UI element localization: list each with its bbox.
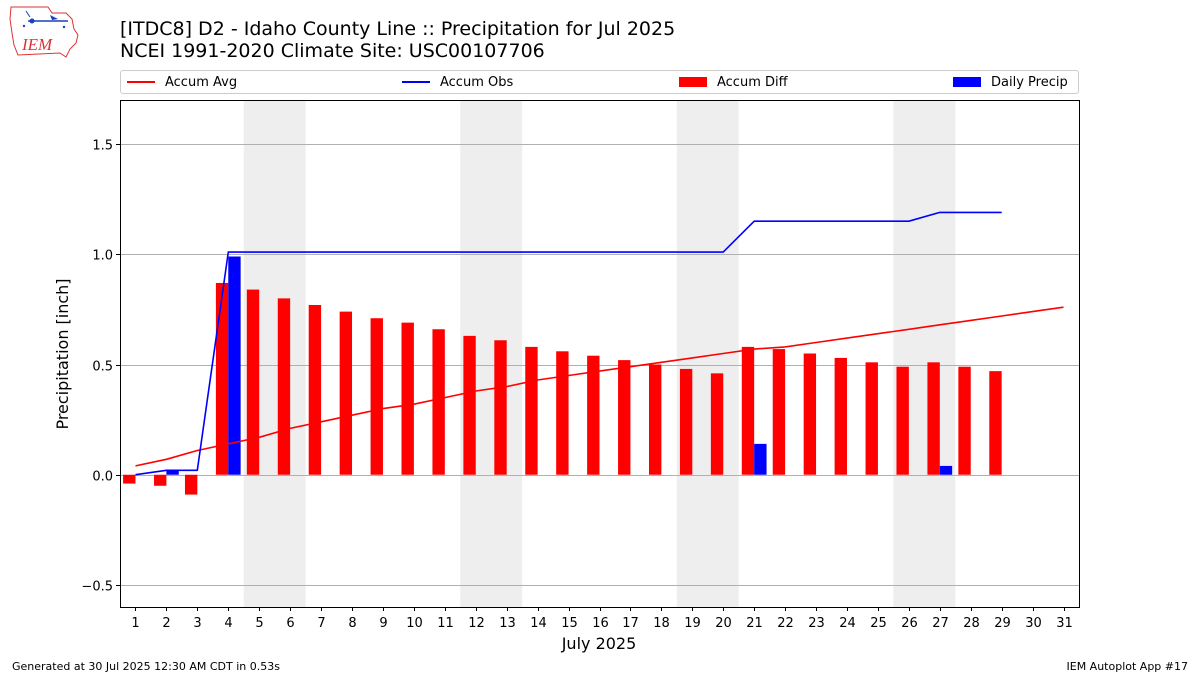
x-tick-label-4: 4 [224, 616, 232, 631]
x-tick-label-9: 9 [379, 616, 387, 631]
accum-diff-bar-23 [803, 353, 817, 475]
accum-diff-bar-26 [896, 366, 909, 475]
accum-diff-bar-27 [927, 362, 940, 475]
daily-precip-bar-27 [939, 465, 953, 475]
accum-diff-bar-14 [525, 346, 538, 475]
accum-diff-bar-2 [154, 474, 167, 486]
x-axis-label: July 2025 [561, 634, 637, 653]
accum-diff-bar-1 [123, 474, 136, 484]
y-axis-label: Precipitation [inch] [53, 278, 72, 429]
y-tick-label-2: 0.5 [92, 360, 113, 375]
accum-diff-bar-19 [679, 368, 693, 475]
legend-label-accum-avg: Accum Avg [165, 74, 238, 90]
x-tick-label-19: 19 [684, 616, 701, 631]
x-tick-label-8: 8 [348, 616, 356, 631]
x-tick-label-22: 22 [777, 616, 794, 631]
chart-subtitle: NCEI 1991-2020 Climate Site: USC00107706 [120, 40, 545, 62]
y-tick-label-4: 1.5 [92, 139, 113, 154]
x-tick-label-7: 7 [317, 616, 325, 631]
bars [123, 256, 1002, 495]
accum-diff-bar-11 [432, 329, 445, 475]
y-axis-ticks: −0.5 0.0 0.5 1.0 1.5 [81, 139, 120, 595]
accum-diff-bar-4 [215, 282, 229, 475]
x-tick-label-21: 21 [746, 616, 763, 631]
accum-diff-bar-29 [989, 371, 1002, 475]
x-tick-label-24: 24 [839, 616, 856, 631]
legend-swatch-accum-diff [679, 77, 707, 87]
accum-diff-bar-8 [339, 311, 353, 475]
daily-precip-bar-2 [166, 470, 179, 475]
x-tick-label-5: 5 [255, 616, 263, 631]
legend-label-daily-precip: Daily Precip [991, 74, 1068, 90]
x-tick-label-11: 11 [437, 616, 454, 631]
accum-diff-bar-24 [834, 357, 847, 475]
x-tick-label-6: 6 [286, 616, 294, 631]
x-tick-label-20: 20 [715, 616, 732, 631]
accum-diff-bar-3 [184, 474, 198, 495]
accum-diff-bar-6 [277, 298, 291, 475]
legend-item-accum-obs: Accum Obs [402, 71, 513, 93]
x-axis-ticks: 1 2 3 4 5 6 7 8 9 10 11 12 13 14 15 16 17 18 19 20 21 22 23 24 2… [131, 607, 1073, 631]
legend-swatch-accum-avg [127, 81, 155, 83]
x-tick-label-28: 28 [963, 616, 980, 631]
weekend-band-3 [676, 100, 739, 607]
accum-diff-bar-9 [370, 318, 383, 475]
x-tick-label-26: 26 [901, 616, 918, 631]
x-tick-label-30: 30 [1025, 616, 1042, 631]
legend-label-accum-diff: Accum Diff [717, 74, 788, 90]
x-tick-label-1: 1 [131, 616, 139, 631]
legend-item-daily-precip: Daily Precip [953, 71, 1068, 93]
accum-diff-bar-25 [865, 362, 878, 475]
x-tick-label-31: 31 [1056, 616, 1073, 631]
accum-diff-bar-7 [308, 305, 322, 475]
x-tick-label-16: 16 [592, 616, 609, 631]
accum-diff-bar-21 [741, 346, 755, 475]
accum-diff-bar-15 [556, 351, 569, 475]
weekend-band-4 [893, 100, 956, 607]
iem-logo: IEM [9, 6, 79, 58]
accum-diff-bar-10 [401, 322, 414, 475]
accum-diff-bar-18 [648, 364, 662, 475]
x-tick-label-17: 17 [622, 616, 639, 631]
accum-obs-line [135, 211, 1002, 476]
x-tick-label-29: 29 [994, 616, 1011, 631]
legend-swatch-daily-precip [953, 77, 981, 87]
accum-diff-bar-13 [494, 340, 507, 475]
x-tick-label-2: 2 [162, 616, 170, 631]
accum-diff-bar-22 [772, 349, 786, 475]
footer-app: IEM Autoplot App #17 [1066, 660, 1189, 673]
x-tick-label-25: 25 [870, 616, 887, 631]
daily-precip-bar-4 [228, 256, 241, 475]
x-tick-label-3: 3 [193, 616, 201, 631]
accum-diff-bar-5 [246, 289, 260, 475]
x-tick-label-27: 27 [932, 616, 949, 631]
legend-swatch-accum-obs [402, 81, 430, 83]
accum-diff-bar-20 [710, 373, 724, 475]
accum-avg-line [135, 306, 1064, 467]
x-tick-label-15: 15 [561, 616, 578, 631]
y-tick-label-0: −0.5 [81, 580, 113, 595]
x-tick-label-13: 13 [499, 616, 516, 631]
accum-diff-bar-17 [618, 360, 631, 475]
footer-generated: Generated at 30 Jul 2025 12:30 AM CDT in… [12, 660, 280, 673]
accum-diff-bar-16 [587, 355, 600, 475]
legend-label-accum-obs: Accum Obs [440, 74, 514, 90]
y-tick-label-3: 1.0 [92, 249, 113, 264]
daily-precip-bar-21 [754, 443, 767, 475]
y-tick-label-1: 0.0 [92, 470, 113, 485]
accum-diff-bar-12 [463, 335, 476, 475]
accum-diff-bar-28 [958, 366, 971, 475]
x-tick-label-10: 10 [406, 616, 423, 631]
chart-title: [ITDC8] D2 - Idaho County Line :: Precip… [120, 18, 676, 40]
lines [135, 211, 1064, 476]
x-tick-label-23: 23 [808, 616, 825, 631]
x-tick-label-12: 12 [468, 616, 485, 631]
legend: Accum Avg Accum Obs Accum Diff Daily Pre… [120, 70, 1079, 94]
legend-item-accum-diff: Accum Diff [679, 71, 788, 93]
x-tick-label-14: 14 [530, 616, 547, 631]
legend-item-accum-avg: Accum Avg [127, 71, 237, 93]
x-tick-label-18: 18 [653, 616, 670, 631]
logo-text: IEM [21, 35, 53, 54]
